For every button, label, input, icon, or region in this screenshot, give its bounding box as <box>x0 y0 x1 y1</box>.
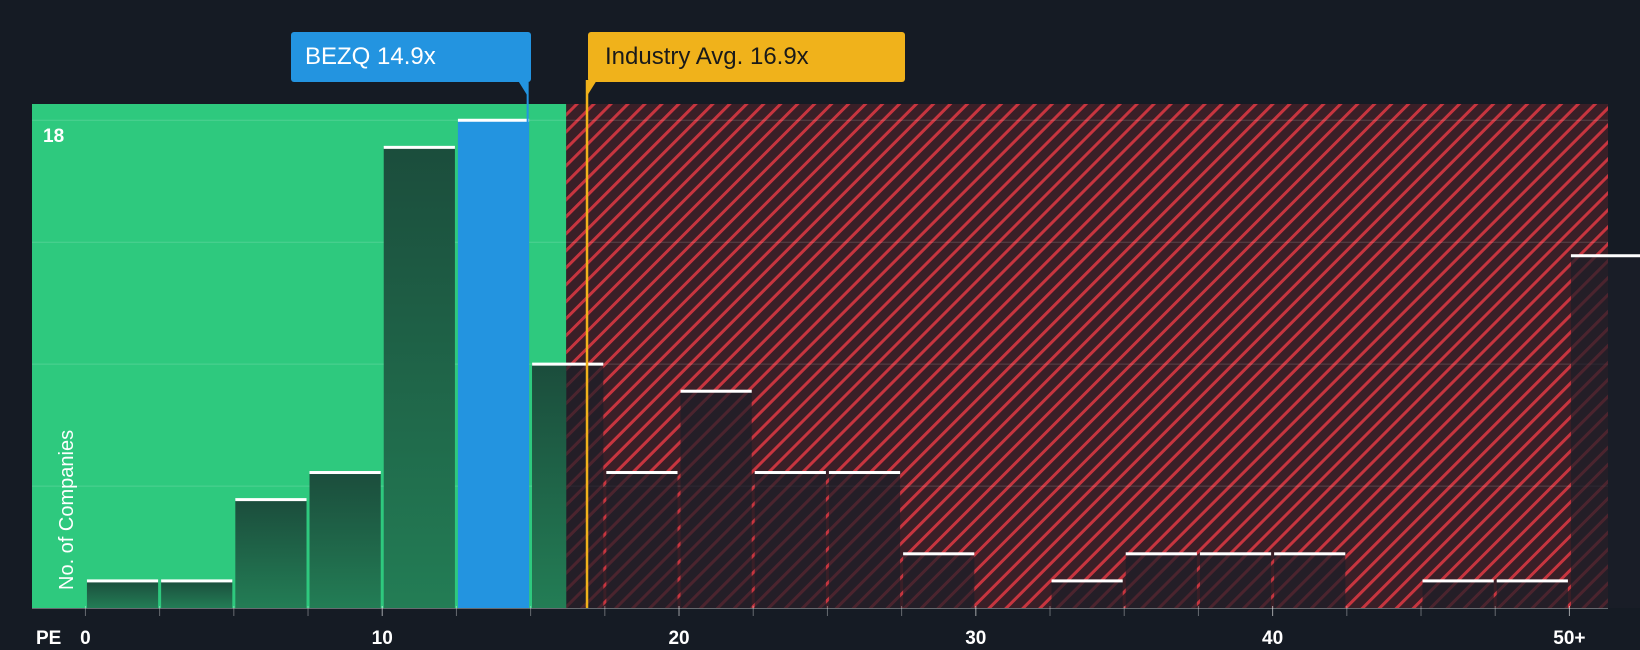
histogram-bar-10 <box>828 472 901 608</box>
x-tick-label: 50+ <box>1553 628 1586 649</box>
histogram-bar-13 <box>1051 580 1123 608</box>
histogram-bar-2 <box>235 499 307 608</box>
histogram-bar-cap-14 <box>1125 552 1197 556</box>
histogram-bar-20 <box>1570 255 1640 608</box>
histogram-bar-cap-20 <box>1570 254 1640 258</box>
histogram-bar-cap-10 <box>828 471 901 475</box>
histogram-bar-4 <box>383 147 455 608</box>
histogram-bar-cap-9 <box>754 471 826 475</box>
x-tick-label: 20 <box>668 628 690 649</box>
histogram-bar-7 <box>606 472 678 608</box>
y-axis-max-label: 18 <box>43 126 65 147</box>
histogram-bar-cap-6 <box>532 362 604 366</box>
histogram-bar-0 <box>86 580 159 608</box>
histogram-bar-cap-11 <box>903 552 975 556</box>
histogram-bar-11 <box>903 553 975 608</box>
histogram-bar-18 <box>1422 580 1494 608</box>
histogram-bar-cap-19 <box>1496 579 1568 583</box>
histogram-bar-1 <box>161 580 233 608</box>
industry-average-callout: Industry Avg. 16.9x <box>588 32 905 82</box>
histogram-bar-cap-5 <box>457 118 530 122</box>
histogram-bar-5 <box>457 120 530 609</box>
histogram-bar-16 <box>1274 553 1346 608</box>
histogram-bar-cap-16 <box>1274 552 1346 556</box>
histogram-bar-cap-7 <box>606 471 678 475</box>
histogram-bar-3 <box>309 472 381 608</box>
x-tick-label: 30 <box>965 628 987 649</box>
x-tick-label: 10 <box>371 628 393 649</box>
y-axis-title: No. of Companies <box>56 429 78 590</box>
histogram-bar-8 <box>680 391 752 608</box>
histogram-bar-cap-3 <box>309 471 381 475</box>
histogram-bar-cap-15 <box>1199 552 1272 556</box>
x-tick-label: 0 <box>80 628 91 649</box>
x-axis-title: PE <box>36 628 62 649</box>
company-callout-pointer <box>517 80 528 96</box>
histogram-bar-cap-1 <box>161 579 233 583</box>
histogram-bar-6-undervalued-part <box>532 364 567 608</box>
histogram-bar-cap-13 <box>1051 579 1123 583</box>
histogram-bar-cap-18 <box>1422 579 1494 583</box>
histogram-bar-cap-2 <box>235 498 307 502</box>
histogram-bar-cap-4 <box>383 145 455 149</box>
x-tick-label: 40 <box>1262 628 1284 649</box>
histogram-bar-cap-8 <box>680 389 752 393</box>
company-pe-callout: BEZQ 14.9x <box>291 32 531 82</box>
histogram-bar-14 <box>1125 553 1197 608</box>
histogram-bar-19 <box>1496 580 1568 608</box>
industry-callout-pointer <box>587 80 598 96</box>
histogram-bar-9 <box>754 472 826 608</box>
histogram-bar-15 <box>1199 553 1272 608</box>
histogram-bar-cap-0 <box>86 579 159 583</box>
